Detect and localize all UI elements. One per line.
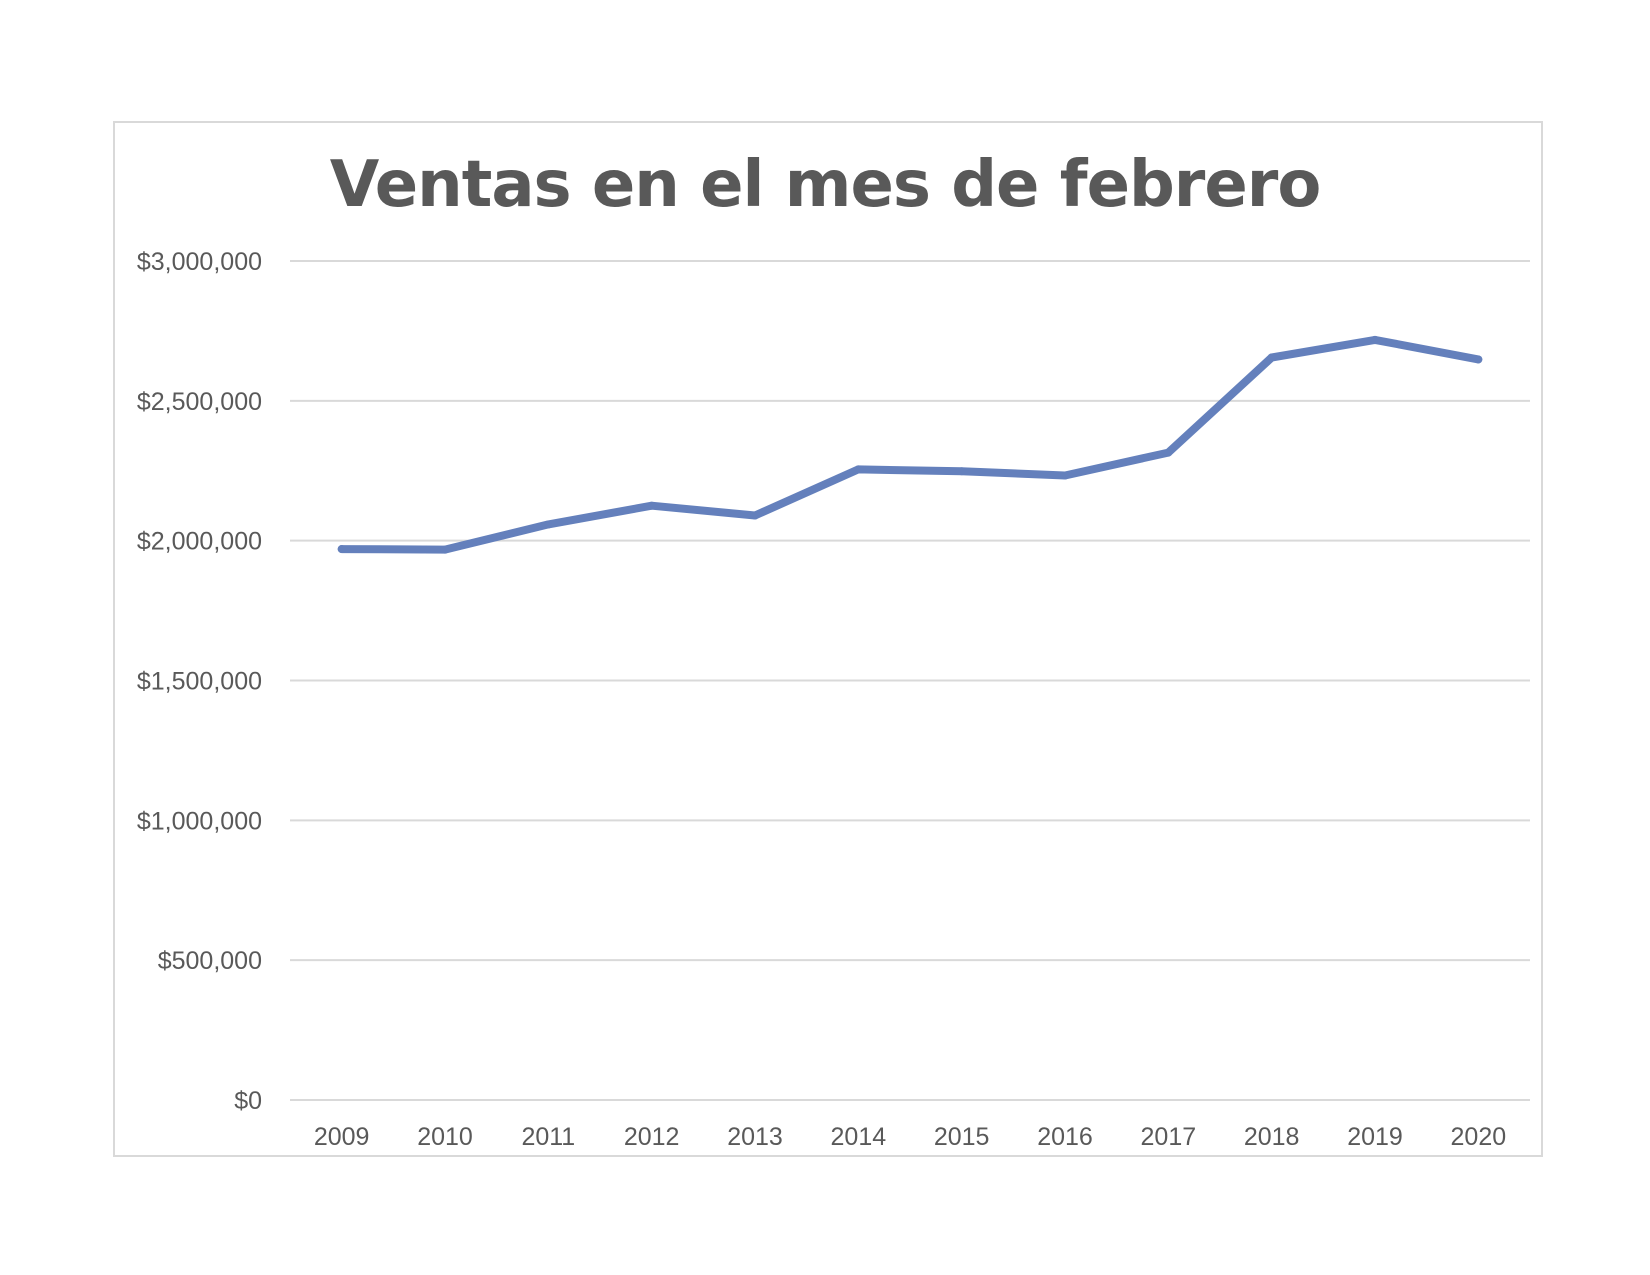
chart-title: Ventas en el mes de febrero xyxy=(329,148,1322,222)
data-point xyxy=(751,511,759,520)
series-line xyxy=(337,335,1483,554)
x-tick-label: 2009 xyxy=(314,1123,370,1151)
data-point xyxy=(1474,355,1483,364)
y-tick-label: $1,000,000 xyxy=(137,807,262,835)
x-tick-label: 2016 xyxy=(1037,1123,1093,1151)
data-point xyxy=(544,520,553,529)
x-tick-label: 2017 xyxy=(1141,1123,1197,1151)
x-tick-label: 2019 xyxy=(1347,1123,1403,1151)
x-tick-label: 2018 xyxy=(1244,1123,1300,1151)
y-tick-label: $3,000,000 xyxy=(137,248,262,276)
y-tick-label: $1,500,000 xyxy=(137,668,262,696)
chart-frame xyxy=(113,121,1543,1157)
series-layer xyxy=(337,335,1483,554)
x-tick-label: 2013 xyxy=(727,1123,783,1151)
data-point xyxy=(1371,335,1379,344)
data-point xyxy=(1061,471,1069,480)
x-tick-label: 2020 xyxy=(1451,1123,1507,1151)
y-axis-labels: $0 $500,000 $1,000,000 $1,500,000 $2,000,000… xyxy=(137,248,262,1115)
data-point xyxy=(441,545,449,554)
data-point xyxy=(957,467,966,476)
x-axis-labels: 2009 2010 2011 2012 2013 2014 2015 2016 2017 2018… xyxy=(314,1123,1506,1151)
y-tick-label: $0 xyxy=(234,1087,262,1115)
x-tick-label: 2014 xyxy=(831,1123,887,1151)
x-tick-label: 2012 xyxy=(624,1123,680,1151)
x-tick-label: 2010 xyxy=(417,1123,473,1151)
y-tick-label: $500,000 xyxy=(158,947,262,975)
gridlines xyxy=(290,260,1530,1101)
y-tick-label: $2,500,000 xyxy=(137,388,262,416)
data-point xyxy=(647,501,656,510)
y-tick-label: $2,000,000 xyxy=(137,528,262,556)
data-point xyxy=(1267,353,1276,362)
data-point xyxy=(337,545,346,554)
x-tick-label: 2015 xyxy=(934,1123,990,1151)
data-point xyxy=(854,465,863,474)
x-tick-label: 2011 xyxy=(521,1123,575,1151)
data-point xyxy=(1164,448,1173,457)
